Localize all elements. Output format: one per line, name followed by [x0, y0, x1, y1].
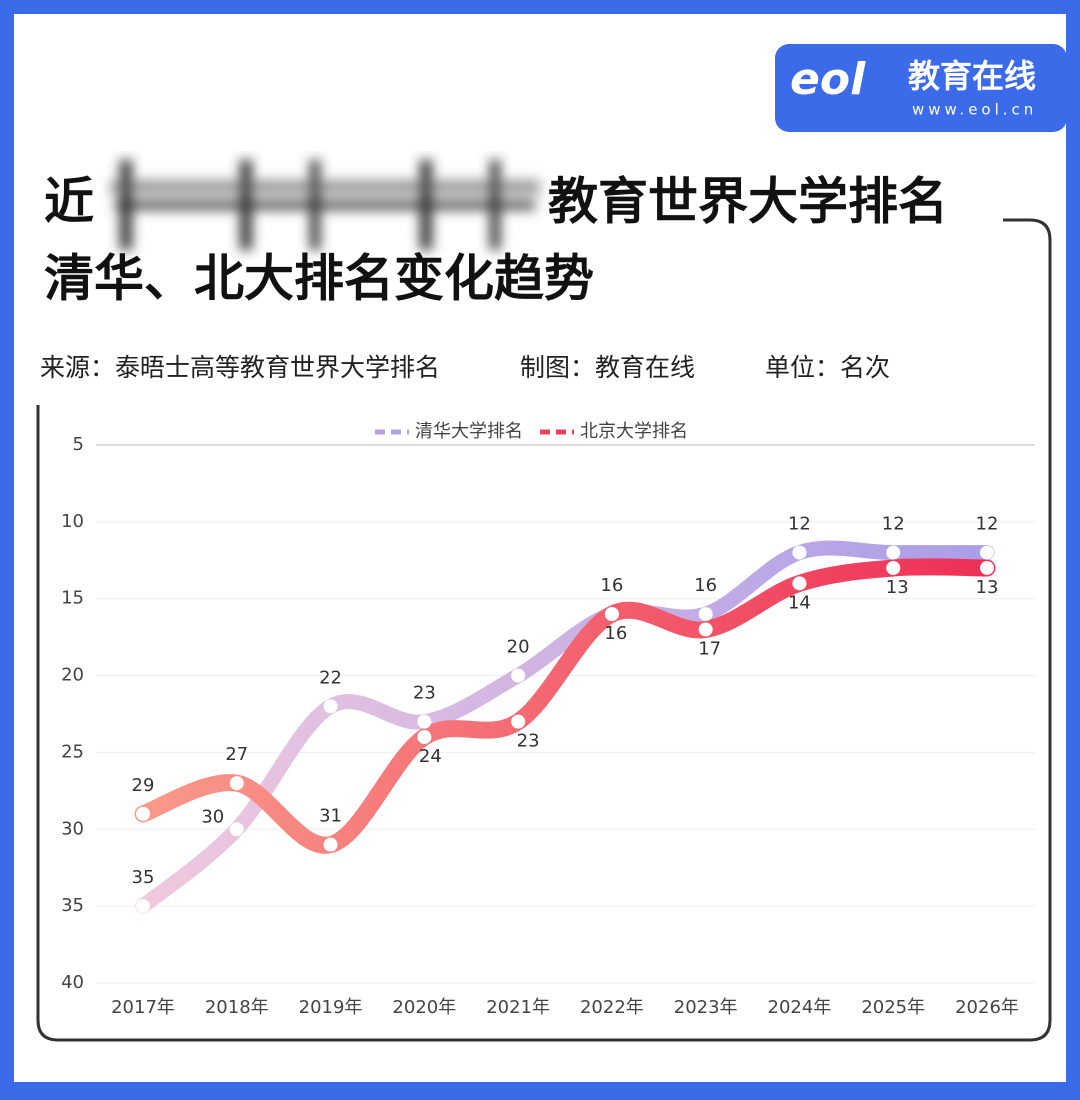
- data-label: 31: [319, 806, 342, 827]
- series-line: [134, 558, 996, 854]
- data-label: 17: [698, 638, 721, 659]
- data-point: [886, 545, 901, 560]
- data-label: 29: [132, 775, 155, 796]
- data-point: [136, 806, 150, 821]
- x-tick-label: 2020年: [392, 997, 456, 1018]
- data-point: [511, 714, 526, 729]
- series-line: [135, 540, 995, 914]
- data-point: [886, 560, 901, 575]
- data-point: [323, 699, 338, 714]
- data-label: 35: [132, 867, 155, 888]
- data-point: [698, 607, 713, 622]
- x-tick-label: 2025年: [861, 997, 925, 1018]
- source: 来源：泰晤士高等教育世界大学排名: [40, 353, 440, 382]
- data-label: 13: [976, 577, 999, 598]
- logo-mark: eol: [790, 54, 866, 105]
- y-tick-label: 10: [61, 511, 84, 532]
- data-point: [417, 714, 432, 729]
- logo-name: 教育在线: [908, 57, 1036, 95]
- data-label: 12: [882, 514, 905, 535]
- data-label: 20: [507, 637, 530, 658]
- x-tick-label: 2017年: [111, 997, 175, 1018]
- logo-box: [775, 44, 1067, 132]
- data-label: 23: [413, 683, 436, 704]
- frame: [36, 218, 1052, 1042]
- data-label: 16: [604, 623, 627, 644]
- data-label: 12: [788, 514, 811, 535]
- credit: 制图：教育在线: [520, 353, 695, 382]
- x-tick-label: 2019年: [299, 997, 363, 1018]
- x-tick-label: 2021年: [486, 997, 550, 1018]
- title: 清华、北大排名变化趋势: [44, 250, 594, 308]
- data-label: 13: [886, 577, 909, 598]
- data-label: 14: [788, 592, 811, 613]
- data-point: [417, 730, 432, 745]
- x-tick-label: 2023年: [674, 997, 738, 1018]
- data-label: 16: [694, 575, 717, 596]
- blurred-text: [110, 160, 540, 250]
- x-tick-label: 2022年: [580, 997, 644, 1018]
- y-tick-label: 15: [61, 588, 84, 609]
- data-point: [136, 899, 150, 914]
- data-point: [229, 776, 244, 791]
- y-tick-label: 25: [61, 741, 84, 762]
- y-tick-label: 35: [61, 895, 84, 916]
- x-tick-label: 2018年: [205, 997, 269, 1018]
- x-tick-label: 2026年: [955, 997, 1019, 1018]
- data-point: [792, 545, 807, 560]
- data-label: 16: [600, 575, 623, 596]
- logo-url: www.eol.cn: [912, 101, 1037, 119]
- data-point: [604, 607, 619, 622]
- y-tick-label: 20: [61, 665, 84, 686]
- data-point: [792, 576, 807, 591]
- y-tick-label: 40: [61, 972, 84, 993]
- data-point: [323, 837, 338, 852]
- title: 教育世界大学排名: [548, 173, 948, 231]
- data-label: 12: [976, 514, 999, 535]
- data-point: [698, 622, 713, 637]
- y-tick-label: 5: [73, 434, 84, 455]
- data-point: [229, 822, 244, 837]
- data-point: [980, 545, 994, 560]
- data-label: 24: [419, 746, 442, 767]
- legend-label: 北京大学排名: [580, 421, 688, 442]
- data-label: 27: [225, 744, 248, 765]
- data-point: [980, 560, 994, 575]
- title: 近: [44, 173, 94, 231]
- data-label: 30: [201, 806, 224, 827]
- unit: 单位：名次: [765, 353, 890, 382]
- data-point: [511, 668, 526, 683]
- y-tick-label: 30: [61, 818, 84, 839]
- x-tick-label: 2024年: [768, 997, 832, 1018]
- data-label: 23: [517, 731, 540, 752]
- data-label: 22: [319, 667, 342, 688]
- legend-label: 清华大学排名: [415, 421, 523, 442]
